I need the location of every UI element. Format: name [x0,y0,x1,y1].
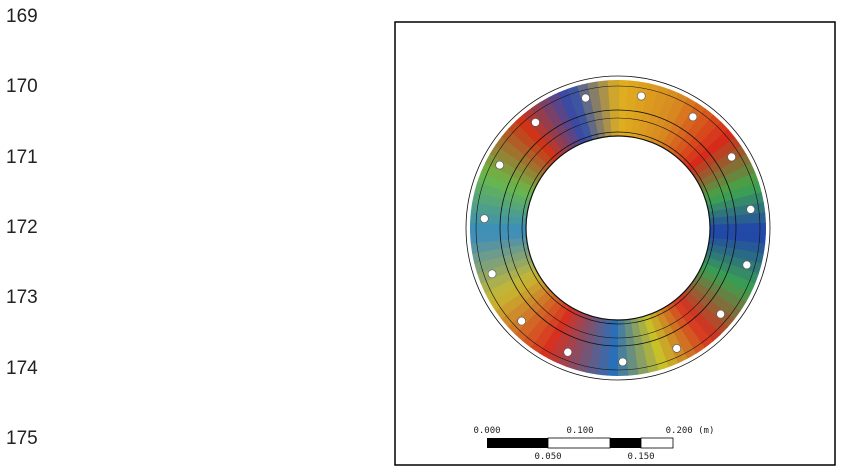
figure: 0.000 0.100 0.200 (m) 0.050 0.150 [0,0,841,476]
bolt-hole [689,113,697,121]
scale-label: 0.150 [627,452,654,462]
scale-label: 0.000 [473,426,500,436]
bolt-hole [747,205,755,213]
bolt-hole [619,358,627,366]
page: 169170171172173174175 0.000 0.100 0.200 … [0,0,841,476]
bolt-hole [728,153,736,161]
bolt-hole [717,310,725,318]
bolt-hole [637,92,645,100]
bolt-hole [564,348,572,356]
bolt-hole [480,215,488,223]
bolt-hole [673,344,681,352]
bolt-hole [488,270,496,278]
scale-label: 0.200 (m) [666,426,715,436]
bolt-hole [582,94,590,102]
bolt-hole [743,261,751,269]
bolt-hole [532,118,540,126]
scale-label: 0.100 [566,426,593,436]
bolt-hole [518,317,526,325]
bolt-hole [496,161,504,169]
scale-label: 0.050 [534,452,561,462]
